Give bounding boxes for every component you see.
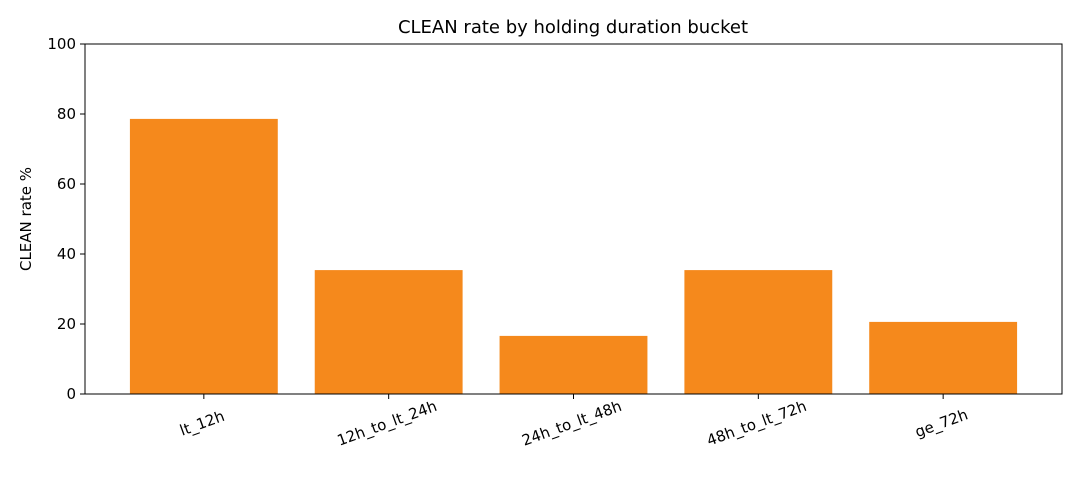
chart-title: CLEAN rate by holding duration bucket bbox=[398, 17, 748, 38]
bar bbox=[499, 335, 648, 394]
y-axis-label: CLEAN rate % bbox=[17, 167, 35, 271]
y-tick-label: 60 bbox=[57, 175, 76, 193]
bar bbox=[314, 270, 463, 394]
x-tick-label: lt_12h bbox=[177, 407, 227, 441]
bar bbox=[684, 270, 833, 394]
x-tick-label: 48h_to_lt_72h bbox=[704, 397, 809, 451]
bar bbox=[129, 118, 278, 395]
y-tick-label: 0 bbox=[66, 385, 76, 403]
y-tick-label: 100 bbox=[47, 35, 76, 53]
y-tick-label: 40 bbox=[57, 245, 76, 263]
plot-frame bbox=[84, 43, 1063, 395]
x-tick-label: ge_72h bbox=[913, 405, 971, 442]
bar bbox=[869, 321, 1018, 394]
x-tick-label: 12h_to_lt_24h bbox=[335, 397, 440, 451]
x-tick-label: 24h_to_lt_48h bbox=[519, 397, 624, 451]
y-tick-label: 80 bbox=[57, 105, 76, 123]
y-tick-label: 20 bbox=[57, 315, 76, 333]
